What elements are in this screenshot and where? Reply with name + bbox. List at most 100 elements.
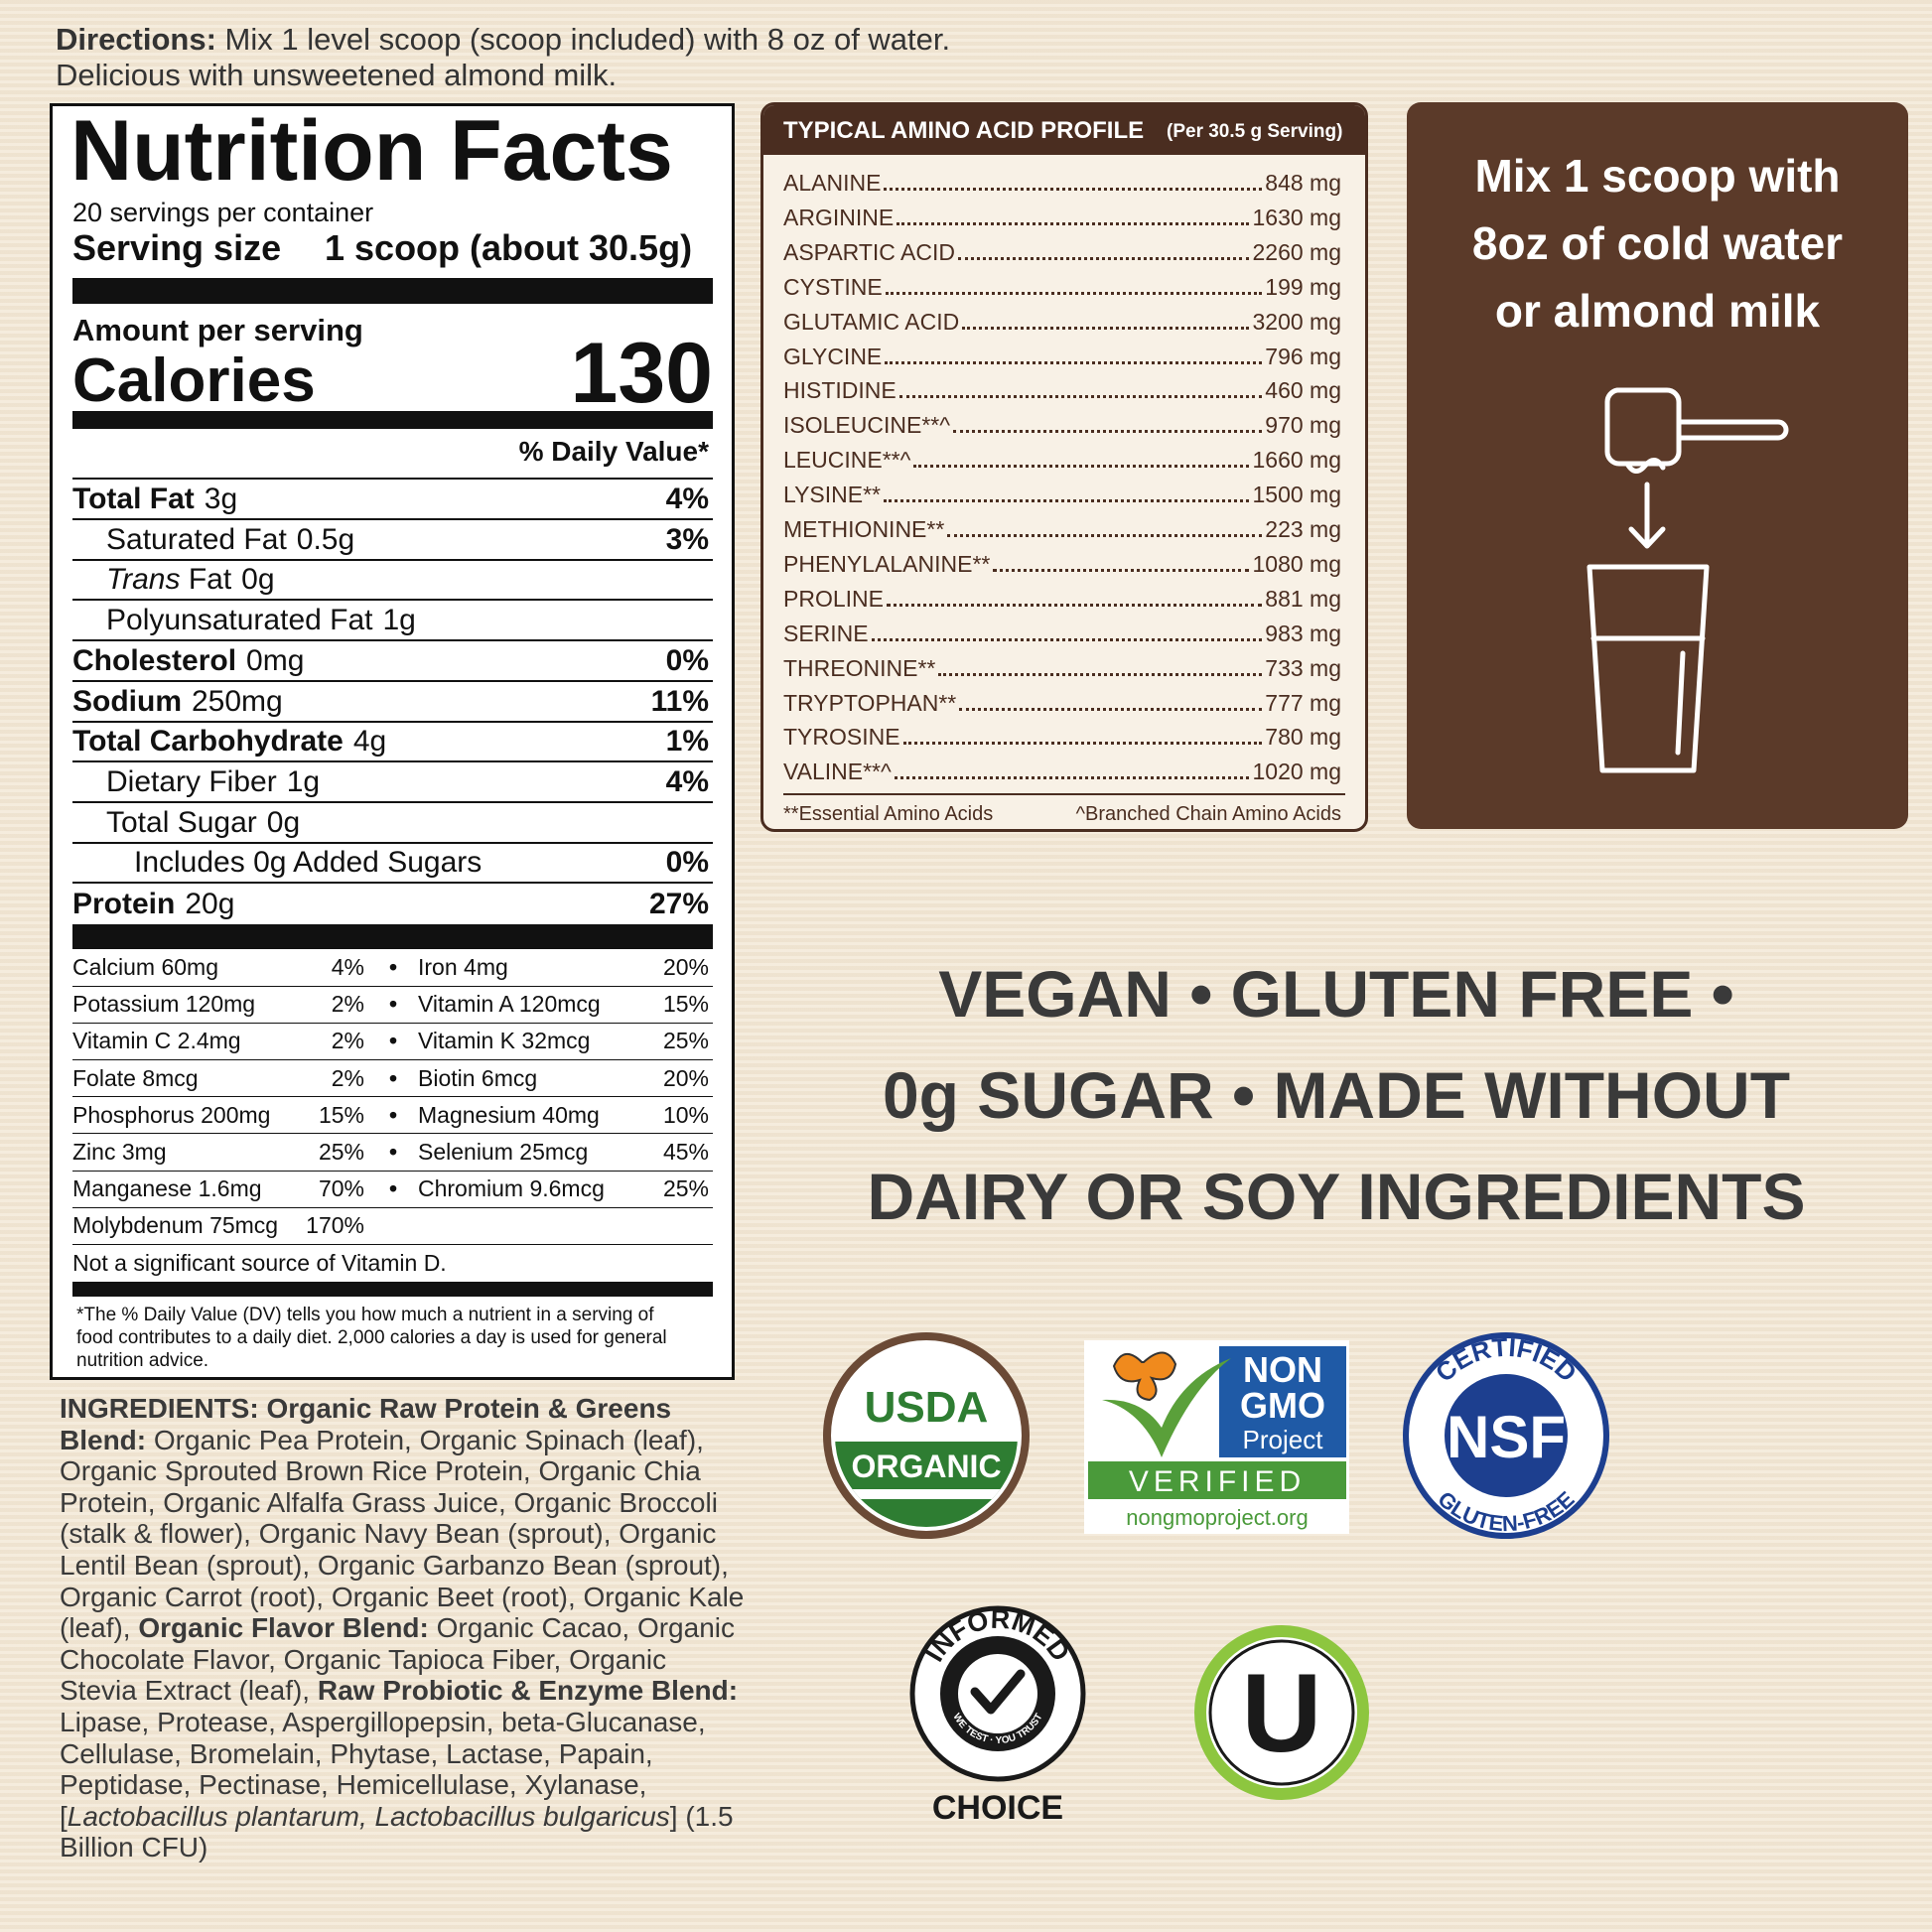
ingredients-text: Organic Pea Protein, Organic Spinach (le…	[60, 1424, 745, 1644]
claim-line: 0g SUGAR • MADE WITHOUT	[882, 1058, 1791, 1132]
amount-per-serving: Amount per serving	[72, 313, 363, 347]
amino-name: THREONINE**	[783, 654, 936, 681]
bullet: •	[388, 1064, 398, 1091]
non-gmo-text: Project	[1243, 1425, 1324, 1454]
ic-band	[940, 1636, 1055, 1751]
micronutrient-cell: Vitamin A 120mcg 15%	[418, 991, 713, 1018]
usda-ring	[823, 1332, 1030, 1539]
mix-line: Mix 1 scoop with	[1474, 150, 1841, 202]
amino-row: ARGININE 1630 mg	[783, 200, 1341, 231]
nutrient-row: Trans Fat 0g	[72, 561, 713, 602]
micronutrient-dv: 4%	[331, 953, 364, 980]
amino-amount: 1080 mg	[1252, 550, 1341, 577]
micronutrient-name: Zinc 3mg	[72, 1138, 167, 1165]
micronutrient-cell: Magnesium 40mg 10%	[418, 1102, 713, 1129]
amino-row: GLYCINE 796 mg	[783, 339, 1341, 370]
amino-name: SERINE	[783, 620, 869, 646]
micronutrient-dv: 25%	[662, 1028, 709, 1054]
directions: Directions: Mix 1 level scoop (scoop inc…	[56, 22, 950, 93]
micronutrient-name: Folate 8mcg	[72, 1064, 199, 1091]
scoop-glass-icon	[1587, 387, 1789, 773]
micronutrient-cell: Molybdenum 75mcg 170%	[72, 1212, 368, 1239]
servings: 20 servings per container	[72, 198, 374, 227]
usda-text: USDA	[865, 1383, 989, 1432]
amino-amount: 848 mg	[1265, 170, 1341, 196]
amino-amount: 2260 mg	[1252, 238, 1341, 265]
rule	[72, 411, 713, 429]
nutrient-name-text: Sodium	[72, 684, 182, 718]
mix-line: or almond milk	[1494, 285, 1821, 337]
ic-check	[970, 1669, 1026, 1715]
amino-amount: 1660 mg	[1252, 447, 1341, 474]
nutrient-name-text: Cholesterol	[72, 643, 237, 677]
amino-row: THREONINE** 733 mg	[783, 650, 1341, 682]
amino-row: SERINE 983 mg	[783, 616, 1341, 647]
non-gmo-text: NON	[1243, 1349, 1322, 1390]
amino-row: LYSINE** 1500 mg	[783, 477, 1341, 508]
glass	[1587, 564, 1710, 773]
nutrient-amount: 0mg	[246, 643, 305, 677]
dv-header: % Daily Value*	[518, 436, 709, 467]
micronutrient-dv: 25%	[318, 1138, 364, 1165]
ic-arc-text: INFORMED	[919, 1604, 1076, 1667]
micronutrient-cell: Iron 4mg 20%	[418, 954, 713, 981]
nsf-logo: CERTIFIED GLUTEN-FREE NSF	[1403, 1332, 1609, 1539]
nutrient-row: Total Fat 3g 4%	[72, 481, 713, 520]
micronutrient-row: Folate 8mcg 2% • Biotin 6mcg 20%	[72, 1060, 713, 1098]
serving-size: 1 scoop (about 30.5g)	[325, 227, 693, 268]
amino-row: TYROSINE 780 mg	[783, 719, 1341, 751]
nutrient-name-text: Includes 0g Added Sugars	[134, 846, 483, 880]
ingredients-text: Lipase, Protease, Aspergillopepsin, beta…	[60, 1706, 706, 1832]
leader	[953, 430, 1263, 434]
non-gmo-blue	[1219, 1346, 1346, 1457]
scoop	[1604, 387, 1682, 467]
leader	[885, 291, 1263, 295]
rule	[72, 278, 713, 304]
leader	[886, 603, 1263, 607]
amino-amount: 881 mg	[1265, 585, 1341, 612]
amino-name: ASPARTIC ACID	[783, 238, 955, 265]
micronutrient-name: Magnesium 40mg	[418, 1101, 600, 1128]
amino-acid-panel: TYPICAL AMINO ACID PROFILE (Per 30.5 g S…	[760, 102, 1368, 832]
amino-title: TYPICAL AMINO ACID PROFILE	[783, 117, 1145, 144]
bullet: •	[388, 1101, 398, 1128]
amino-row: PHENYLALANINE** 1080 mg	[783, 546, 1341, 578]
micronutrient-name: Biotin 6mcg	[418, 1064, 538, 1091]
amino-row: TRYPTOPHAN** 777 mg	[783, 685, 1341, 717]
nutrient-row: Protein 20g 27%	[72, 885, 713, 924]
nutrient-name-italic: Trans	[106, 563, 181, 597]
amino-name: ARGININE	[783, 204, 895, 230]
leader	[947, 534, 1263, 537]
nutrient-dv: 27%	[648, 888, 709, 920]
leader	[993, 568, 1250, 572]
leader	[884, 499, 1250, 503]
micronutrient-cell: Vitamin C 2.4mg 2%	[72, 1028, 368, 1054]
nutrient-amount: 0.5g	[296, 522, 355, 556]
calories-label: Calories	[72, 346, 316, 415]
directions-label: Directions:	[56, 22, 216, 57]
micronutrient-dv: 10%	[662, 1101, 709, 1128]
nutrient-name: Total Fat	[72, 483, 195, 516]
micronutrient-name: Chromium 9.6mcg	[418, 1175, 605, 1202]
usda-band	[835, 1442, 1018, 1527]
nutrient-row: Polyunsaturated Fat 1g	[72, 602, 713, 642]
amino-row: HISTIDINE 460 mg	[783, 372, 1341, 404]
nutrient-row: Cholesterol 0mg 0%	[72, 642, 713, 682]
ic-top: INFORMED	[919, 1604, 1076, 1667]
micronutrient-row: Calcium 60mg 4% • Iron 4mg 20%	[72, 949, 713, 987]
rule	[72, 1282, 713, 1297]
nutrient-amount: 0g	[266, 805, 301, 839]
ingredients-heading: INGREDIENTS: Organic Raw Protein & Green…	[60, 1393, 672, 1455]
micronutrient-dv: 20%	[662, 1064, 709, 1091]
micronutrient-cell: Potassium 120mg 2%	[72, 991, 368, 1018]
micronutrient-cell: Selenium 25mcg 45%	[418, 1139, 713, 1166]
amino-row: PROLINE 881 mg	[783, 581, 1341, 613]
nutrient-dv: 0%	[665, 846, 709, 880]
amino-row: METHIONINE** 223 mg	[783, 511, 1341, 543]
amino-amount: 970 mg	[1265, 412, 1341, 439]
non-gmo-bg	[1084, 1340, 1349, 1534]
nutrient-name-text: Total Fat	[72, 483, 195, 515]
micronutrient-row: Manganese 1.6mg 70% • Chromium 9.6mcg 25%	[72, 1172, 713, 1208]
nsf-arc-text: GLUTEN-FREE	[1433, 1486, 1579, 1536]
micronutrient-cell: Calcium 60mg 4%	[72, 954, 368, 981]
